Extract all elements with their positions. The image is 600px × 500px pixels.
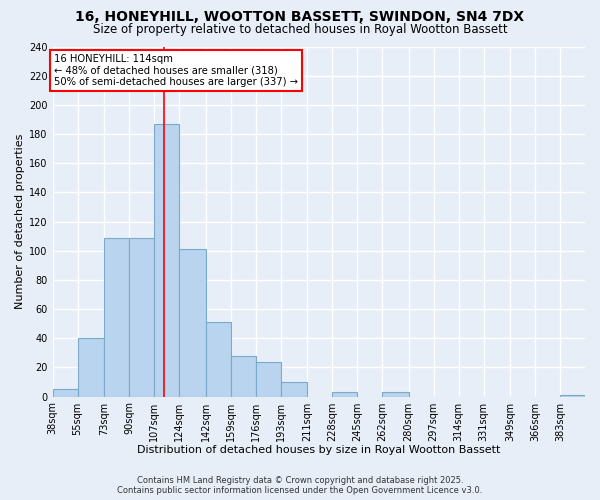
Bar xyxy=(281,382,307,396)
Y-axis label: Number of detached properties: Number of detached properties xyxy=(15,134,25,309)
Bar xyxy=(332,392,357,396)
Bar xyxy=(129,238,154,396)
Bar xyxy=(230,356,256,397)
Bar xyxy=(206,322,230,396)
Text: 16 HONEYHILL: 114sqm
← 48% of detached houses are smaller (318)
50% of semi-deta: 16 HONEYHILL: 114sqm ← 48% of detached h… xyxy=(54,54,298,87)
Text: 16, HONEYHILL, WOOTTON BASSETT, SWINDON, SN4 7DX: 16, HONEYHILL, WOOTTON BASSETT, SWINDON,… xyxy=(76,10,524,24)
Bar xyxy=(53,390,77,396)
Bar xyxy=(104,238,129,396)
Bar xyxy=(256,362,281,396)
Bar xyxy=(77,338,104,396)
Bar xyxy=(560,395,585,396)
Bar xyxy=(382,392,409,396)
Bar xyxy=(154,124,179,396)
X-axis label: Distribution of detached houses by size in Royal Wootton Bassett: Distribution of detached houses by size … xyxy=(137,445,500,455)
Bar xyxy=(179,250,206,396)
Text: Size of property relative to detached houses in Royal Wootton Bassett: Size of property relative to detached ho… xyxy=(92,22,508,36)
Text: Contains HM Land Registry data © Crown copyright and database right 2025.
Contai: Contains HM Land Registry data © Crown c… xyxy=(118,476,482,495)
